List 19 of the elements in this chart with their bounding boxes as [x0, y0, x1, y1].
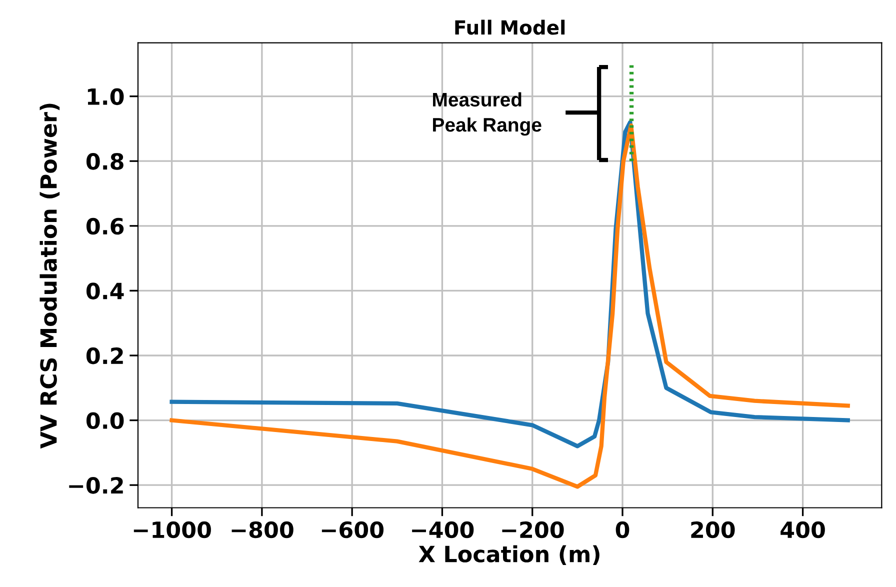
x-tick-label: 400 — [780, 521, 825, 538]
x-tick-label: −400 — [412, 521, 474, 538]
annotation: Measured Peak Range — [433, 92, 542, 136]
x-tick-label: −1000 — [134, 521, 211, 538]
x-tick-label: 0 — [616, 521, 630, 538]
chart-title: Full Model — [455, 20, 565, 35]
y-tick-label: 0.2 — [86, 347, 123, 364]
x-axis-title: X Location (m) — [418, 545, 600, 566]
y-tick-label: 0.8 — [86, 153, 124, 170]
x-tick-label: −200 — [502, 521, 564, 538]
y-tick-label: 0.6 — [86, 218, 124, 235]
x-tick-label: −600 — [322, 521, 384, 538]
y-axis-title: VV RCS Modulation (Power) — [40, 104, 60, 449]
y-tick-label: −0.2 — [69, 477, 123, 494]
x-tick-label: 200 — [691, 521, 735, 538]
y-tick-label: 0.4 — [86, 282, 124, 300]
y-tick-label: 1.0 — [88, 88, 124, 106]
y-tick-label: 0.0 — [86, 412, 124, 430]
x-tick-label: −800 — [232, 521, 294, 538]
